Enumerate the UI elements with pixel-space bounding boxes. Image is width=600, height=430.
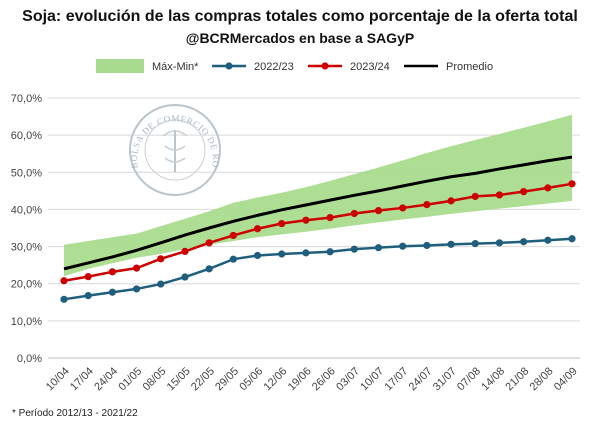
point-2022/23 xyxy=(520,238,528,246)
point-2023/24 xyxy=(471,192,479,201)
x-tick-label: 19/06 xyxy=(286,365,314,393)
point-2023/24 xyxy=(423,201,431,209)
point-2023/24 xyxy=(132,264,141,272)
x-tick-label: 24/04 xyxy=(92,365,120,393)
x-tick-label: 31/07 xyxy=(431,365,459,393)
point-2023/24 xyxy=(60,277,68,285)
point-2023/24 xyxy=(374,206,383,215)
x-tick-label: 28/08 xyxy=(528,365,556,393)
point-2022/23 xyxy=(278,250,286,258)
point-2023/24 xyxy=(108,268,116,276)
band-max-min xyxy=(64,114,572,277)
point-2022/23 xyxy=(423,241,431,250)
point-2022/23 xyxy=(84,292,92,300)
point-2023/24 xyxy=(326,214,334,222)
point-2022/23 xyxy=(229,255,237,263)
legend-marker-2022/23 xyxy=(225,62,233,70)
point-2022/23 xyxy=(568,235,576,243)
point-2023/24 xyxy=(302,216,310,224)
point-2023/24 xyxy=(157,255,165,263)
y-tick-label: 60,0% xyxy=(11,130,42,142)
point-2023/24 xyxy=(181,247,189,255)
chart-title: Soja: evolución de las compras totales c… xyxy=(22,8,578,25)
x-tick-label: 21/08 xyxy=(503,365,531,393)
x-tick-label: 01/05 xyxy=(116,365,144,393)
legend-label: 2023/24 xyxy=(350,61,390,73)
y-tick-label: 50,0% xyxy=(11,167,42,179)
y-tick-label: 40,0% xyxy=(11,204,42,216)
footnote: * Período 2012/13 - 2021/22 xyxy=(12,408,138,419)
series-line-2023/24 xyxy=(63,182,573,282)
point-2022/23 xyxy=(350,245,358,253)
point-2023/24 xyxy=(568,180,576,188)
watermark-inner-ring xyxy=(144,119,206,181)
x-tick-label: 17/07 xyxy=(382,365,410,393)
point-2023/24 xyxy=(278,219,286,228)
caduceus-wings-icon xyxy=(162,130,188,163)
y-tick-label: 20,0% xyxy=(11,279,42,291)
point-2022/23 xyxy=(544,236,552,244)
point-2023/24 xyxy=(350,209,358,218)
point-2023/24 xyxy=(84,273,92,281)
x-tick-label: 10/04 xyxy=(44,365,72,393)
legend-swatch-band xyxy=(96,59,144,73)
point-2022/23 xyxy=(326,248,334,256)
point-2022/23 xyxy=(302,249,310,257)
point-2022/23 xyxy=(495,239,504,247)
point-2023/24 xyxy=(447,197,455,205)
point-2023/24 xyxy=(229,231,237,240)
point-2022/23 xyxy=(181,273,189,281)
x-tick-label: 15/05 xyxy=(165,365,193,393)
point-2023/24 xyxy=(520,188,528,196)
point-2022/23 xyxy=(253,251,262,260)
y-tick-label: 30,0% xyxy=(11,242,42,254)
y-tick-label: 70,0% xyxy=(11,93,42,105)
legend-label: Máx-Min* xyxy=(152,61,199,73)
y-tick-label: 10,0% xyxy=(11,316,42,328)
x-tick-label: 14/08 xyxy=(479,365,507,393)
x-tick-label: 26/06 xyxy=(310,365,338,393)
x-tick-label: 08/05 xyxy=(141,365,169,393)
point-2023/24 xyxy=(495,191,504,199)
point-2022/23 xyxy=(447,240,455,248)
point-2022/23 xyxy=(399,242,407,250)
point-2022/23 xyxy=(205,265,213,273)
point-2023/24 xyxy=(399,204,407,212)
x-tick-label: 17/04 xyxy=(68,365,96,393)
point-2022/23 xyxy=(471,240,479,248)
point-2022/23 xyxy=(157,280,165,288)
point-2022/23 xyxy=(108,288,116,296)
point-2023/24 xyxy=(205,239,213,247)
watermark-text: BOLSA DE COMERCIO DE ROSARIO xyxy=(0,0,221,169)
series-line-Promedio xyxy=(63,155,573,271)
chart-subtitle: @BCRMercados en base a SAGyP xyxy=(185,30,415,46)
y-tick-label: 0,0% xyxy=(17,353,42,365)
legend-marker-2023/24 xyxy=(321,62,329,70)
point-2023/24 xyxy=(544,184,552,192)
x-tick-label: 29/05 xyxy=(213,365,241,393)
watermark-seal xyxy=(129,104,221,196)
x-tick-label: 10/07 xyxy=(358,365,386,393)
point-2022/23 xyxy=(374,244,383,252)
point-2022/23 xyxy=(60,295,68,303)
x-tick-label: 04/09 xyxy=(552,365,580,393)
legend-label: Promedio xyxy=(446,61,493,73)
x-tick-label: 24/07 xyxy=(407,365,435,393)
x-tick-label: 12/06 xyxy=(262,365,290,393)
x-tick-label: 03/07 xyxy=(334,365,362,393)
series-line-2022/23 xyxy=(63,237,573,301)
x-tick-label: 05/06 xyxy=(237,365,265,393)
point-2022/23 xyxy=(132,285,141,293)
x-tick-label: 07/08 xyxy=(455,365,483,393)
point-2023/24 xyxy=(253,225,262,233)
legend-label: 2022/23 xyxy=(254,61,294,73)
x-tick-label: 22/05 xyxy=(189,365,217,393)
